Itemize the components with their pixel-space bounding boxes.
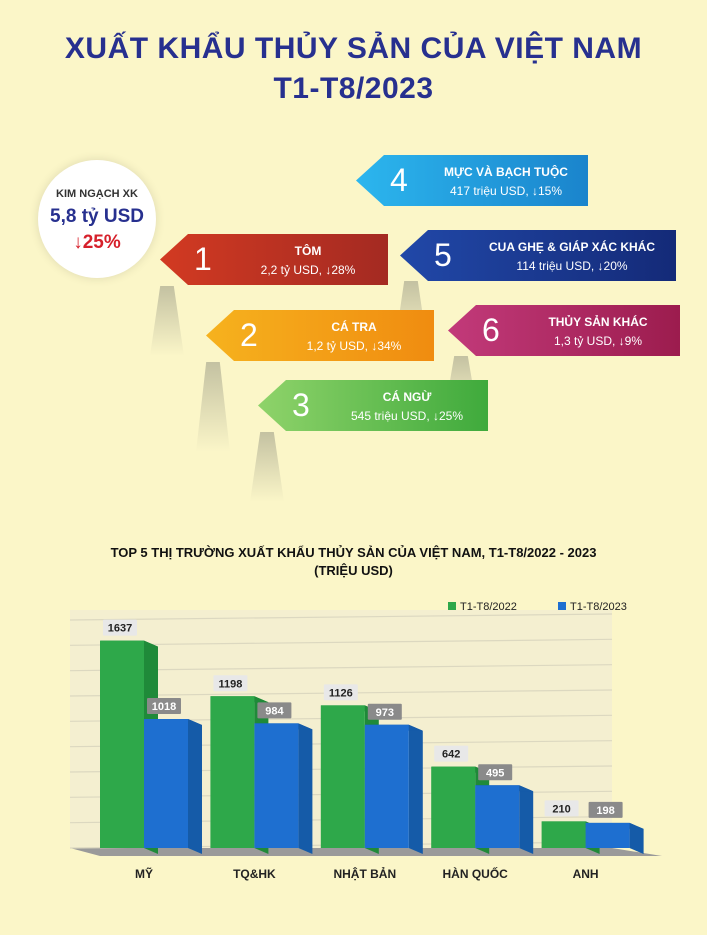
summary-label: KIM NGẠCH XK — [56, 188, 138, 200]
bar — [210, 696, 255, 848]
product-rank: 1 — [194, 241, 212, 277]
data-label: 984 — [265, 705, 284, 717]
chart-title: TOP 5 THỊ TRƯỜNG XUẤT KHẨU THỦY SẢN CỦA … — [110, 545, 597, 560]
product-arrow-3: 3 CÁ NGỪ 545 triệu USD, ↓25% — [258, 380, 488, 431]
data-label: 1198 — [218, 678, 242, 690]
x-tick-label: TQ&HK — [233, 867, 276, 881]
product-rank: 6 — [482, 312, 500, 348]
bar-side — [188, 719, 202, 854]
x-tick-label: HÀN QUỐC — [443, 866, 509, 881]
bar — [254, 723, 299, 848]
bar — [320, 705, 365, 848]
data-label-box — [257, 702, 292, 719]
data-label-box — [103, 619, 137, 636]
bar — [431, 766, 476, 848]
data-label-box — [478, 764, 513, 781]
product-name: MỰC VÀ BẠCH TUỘC — [444, 165, 568, 179]
bar-side — [519, 785, 534, 854]
data-label: 1018 — [152, 701, 176, 713]
bar-side — [629, 822, 644, 854]
data-label-box — [213, 675, 248, 692]
product-stat: 1,2 tỷ USD, ↓34% — [306, 339, 402, 353]
data-label-box — [434, 745, 469, 762]
product-stat: 2,2 tỷ USD, ↓28% — [260, 263, 356, 277]
data-label: 1126 — [329, 687, 353, 699]
arrow-shadow — [250, 432, 284, 502]
page-subtitle: T1-T8/2023 — [273, 72, 434, 105]
product-arrow-4: 4 MỰC VÀ BẠCH TUỘC 417 triệu USD, ↓15% — [356, 155, 588, 206]
page-title: XUẤT KHẨU THỦY SẢN CỦA VIỆT NAM — [64, 32, 643, 65]
product-stat: 1,3 tỷ USD, ↓9% — [553, 334, 643, 348]
data-label: 1637 — [108, 623, 132, 635]
product-rank: 2 — [240, 317, 258, 353]
product-rank: 5 — [434, 237, 452, 273]
bar-chart: 1637 1018 MỸ 1198 984 TQ&HK 1126 973 NHẬT BẢN 642… — [69, 601, 662, 881]
arrow-shadow — [196, 362, 230, 452]
chart-unit: (TRIỆU USD) — [314, 563, 393, 578]
product-name: THỦY SẢN KHÁC — [548, 315, 648, 329]
data-label: 642 — [442, 749, 460, 761]
data-label: 210 — [552, 803, 570, 815]
data-label-box — [588, 801, 623, 818]
legend-label: T1-T8/2022 — [460, 601, 517, 613]
x-tick-label: MỸ — [135, 866, 153, 881]
gridline — [69, 613, 613, 621]
product-stat: 417 triệu USD, ↓15% — [449, 184, 563, 198]
product-name: CÁ NGỪ — [382, 390, 432, 404]
product-name: CUA GHẸ & GIÁP XÁC KHÁC — [488, 240, 655, 254]
legend-swatch — [558, 602, 566, 610]
product-stat: 114 triệu USD, ↓20% — [516, 259, 628, 273]
data-label: 973 — [376, 707, 394, 719]
product-arrow-1: 1 TÔM 2,2 tỷ USD, ↓28% — [160, 234, 388, 285]
product-rank: 4 — [390, 162, 408, 198]
bar — [475, 785, 520, 848]
bar — [144, 719, 188, 848]
summary-badge: KIM NGẠCH XK 5,8 tỷ USD ↓25% — [38, 160, 156, 278]
summary-change: ↓25% — [73, 232, 121, 253]
legend-label: T1-T8/2023 — [570, 601, 627, 613]
product-arrow-6: 6 THỦY SẢN KHÁC 1,3 tỷ USD, ↓9% — [448, 305, 680, 356]
arrow-shadow — [150, 286, 184, 356]
gridline — [69, 638, 613, 646]
product-name: CÁ TRA — [331, 320, 377, 334]
data-label-box — [323, 684, 358, 701]
product-stat: 545 triệu USD, ↓25% — [350, 409, 464, 423]
bar — [100, 640, 144, 848]
bar — [541, 821, 586, 848]
product-name: TÔM — [294, 244, 322, 258]
chart-floor — [70, 848, 662, 856]
product-arrow-5: 5 CUA GHẸ & GIÁP XÁC KHÁC 114 triệu USD,… — [400, 230, 676, 281]
legend-swatch — [448, 602, 456, 610]
data-label-box — [147, 698, 181, 715]
bar — [585, 822, 630, 848]
bar — [364, 724, 409, 848]
product-rank: 3 — [292, 387, 310, 423]
x-tick-label: NHẬT BẢN — [333, 866, 396, 881]
bar-side — [298, 723, 313, 854]
data-label-box — [544, 800, 579, 817]
data-label: 495 — [486, 767, 504, 779]
summary-value: 5,8 tỷ USD — [50, 206, 144, 227]
product-arrow-2: 2 CÁ TRA 1,2 tỷ USD, ↓34% — [206, 310, 434, 361]
data-label: 198 — [596, 805, 614, 817]
x-tick-label: ANH — [573, 867, 599, 881]
gridline — [69, 664, 613, 672]
data-label-box — [367, 703, 402, 720]
bar-side — [408, 724, 423, 854]
